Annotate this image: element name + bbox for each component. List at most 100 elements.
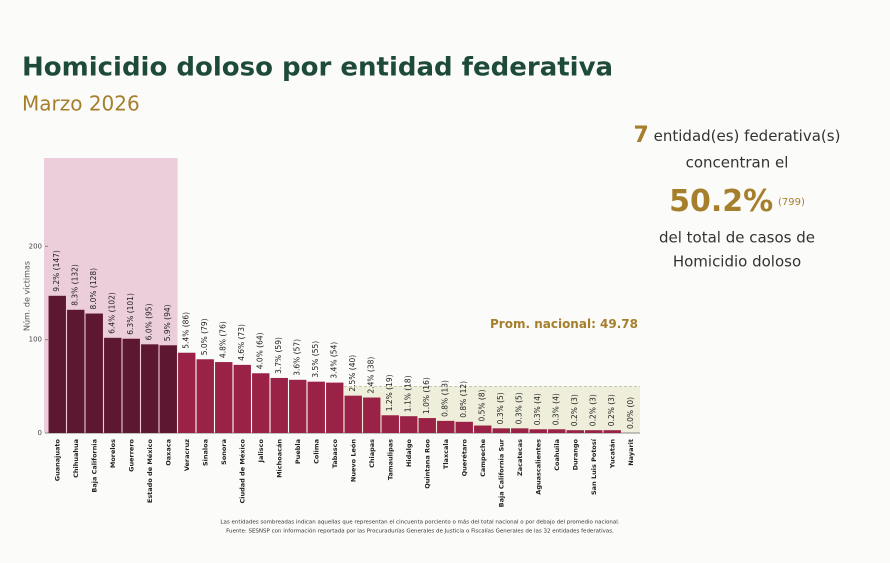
bar <box>566 430 584 433</box>
x-tick-label: Colima <box>312 439 320 464</box>
summary-share-value: 50.2% <box>669 184 773 219</box>
bar <box>307 381 325 433</box>
x-tick-label: Yucatán <box>608 439 616 470</box>
x-tick-label: Estado de México <box>146 438 154 503</box>
summary-text: entidad(es) federativa(s) <box>654 127 841 145</box>
bar <box>233 364 251 433</box>
bar <box>85 313 103 433</box>
bar <box>196 359 214 433</box>
value-label: 5.9% (94) <box>163 304 172 341</box>
value-label: 0.0% (0) <box>626 397 635 429</box>
value-label: 4.8% (76) <box>219 321 228 358</box>
bar <box>400 416 418 433</box>
summary-share: 50.2% (799) <box>669 184 805 219</box>
x-tick-label: Jalisco <box>257 438 265 463</box>
y-tick-label: 100 <box>29 336 42 344</box>
value-label: 1.0% (16) <box>422 377 431 414</box>
value-label: 0.8% (13) <box>441 380 450 417</box>
value-label: 4.6% (73) <box>237 324 246 361</box>
x-tick-label: Coahuila <box>553 439 561 471</box>
value-label: 0.8% (12) <box>459 381 468 418</box>
y-tick-label: 200 <box>29 242 42 250</box>
summary-count: 7 <box>634 123 649 148</box>
bar <box>159 345 177 433</box>
x-tick-label: Querétaro <box>460 438 468 476</box>
value-label: 0.3% (4) <box>552 393 561 425</box>
plot: Prom. nacional: 49.78 0 100 200 9.2% (147) Gu… <box>29 158 640 507</box>
x-tick-label: Durango <box>571 438 579 470</box>
value-label: 2.5% (40) <box>348 355 357 392</box>
x-tick-label: Zacatecas <box>516 439 524 476</box>
bar <box>122 338 140 433</box>
bar <box>104 337 122 433</box>
x-tick-label: Campeche <box>479 438 487 476</box>
bar <box>603 430 621 433</box>
value-label: 6.0% (95) <box>145 303 154 340</box>
y-axis-label: Núm. de víctimas <box>23 261 32 331</box>
value-label: 3.7% (59) <box>274 337 283 374</box>
value-label: 0.3% (4) <box>533 393 542 425</box>
bar <box>474 425 492 433</box>
value-label: 1.2% (19) <box>385 374 394 411</box>
x-tick-label: San Luis Potosí <box>590 438 598 495</box>
bar <box>215 362 233 433</box>
bar <box>178 352 196 433</box>
x-tick-label: Guerrero <box>127 438 135 471</box>
x-tick-label: Sonora <box>220 439 228 465</box>
y-tick-label: 0 <box>38 429 42 437</box>
value-label: 9.2% (147) <box>52 250 61 292</box>
value-label: 8.0% (128) <box>89 268 98 310</box>
value-label: 6.3% (101) <box>126 293 135 335</box>
value-label: 3.6% (57) <box>293 339 302 376</box>
x-tick-label: Puebla <box>294 439 302 464</box>
value-label: 0.5% (8) <box>478 389 487 421</box>
summary-text: del total de casos de <box>659 229 815 247</box>
bar <box>363 397 381 433</box>
summary-text: Homicidio doloso <box>673 253 801 271</box>
value-label: 0.2% (3) <box>607 394 616 426</box>
value-label: 1.1% (18) <box>404 375 413 412</box>
value-label: 0.2% (3) <box>570 394 579 426</box>
chart-subtitle: Marzo 2026 <box>22 92 140 116</box>
footnote: Las entidades sombreadas indican aquella… <box>220 519 619 526</box>
value-label: 5.0% (79) <box>200 318 209 355</box>
bar <box>270 377 288 433</box>
x-tick-label: Tabasco <box>331 438 339 468</box>
bar <box>141 344 159 433</box>
bar <box>67 309 85 433</box>
bar <box>252 373 270 433</box>
chart-title: Homicidio doloso por entidad federativa <box>22 53 613 83</box>
x-tick-label: Baja California Sur <box>497 438 505 507</box>
x-tick-label: Guanajuato <box>53 438 61 481</box>
bar <box>455 421 473 433</box>
summary-total: (799) <box>778 197 805 208</box>
value-label: 3.4% (54) <box>330 342 339 379</box>
x-tick-label: Morelos <box>109 439 117 468</box>
value-label: 3.5% (55) <box>311 341 320 378</box>
x-tick-label: Oaxaca <box>164 439 172 466</box>
value-label: 0.3% (5) <box>496 392 505 424</box>
bar <box>529 429 547 433</box>
summary-text: concentran el <box>686 154 789 172</box>
x-tick-label: Veracruz <box>183 439 191 471</box>
x-tick-label: Baja California <box>90 439 98 493</box>
bar <box>418 418 436 433</box>
bar <box>326 382 344 433</box>
bar <box>381 415 399 433</box>
value-label: 4.0% (64) <box>256 332 265 369</box>
x-tick-label: Nayarit <box>627 439 635 466</box>
bar <box>585 430 603 433</box>
bar <box>437 420 455 433</box>
value-label: 6.4% (102) <box>108 292 117 334</box>
summary-line: 7 entidad(es) federativa(s) <box>634 123 841 148</box>
x-tick-label: Tamaulipas <box>386 439 394 480</box>
bar <box>548 429 566 433</box>
x-tick-label: Ciudad de México <box>238 438 246 503</box>
x-tick-label: Sinaloa <box>201 439 209 466</box>
x-tick-label: Michoacán <box>275 439 283 478</box>
x-tick-label: Chihuahua <box>72 439 80 478</box>
bar <box>344 395 362 433</box>
bar <box>48 295 66 433</box>
value-label: 5.4% (86) <box>182 312 191 349</box>
